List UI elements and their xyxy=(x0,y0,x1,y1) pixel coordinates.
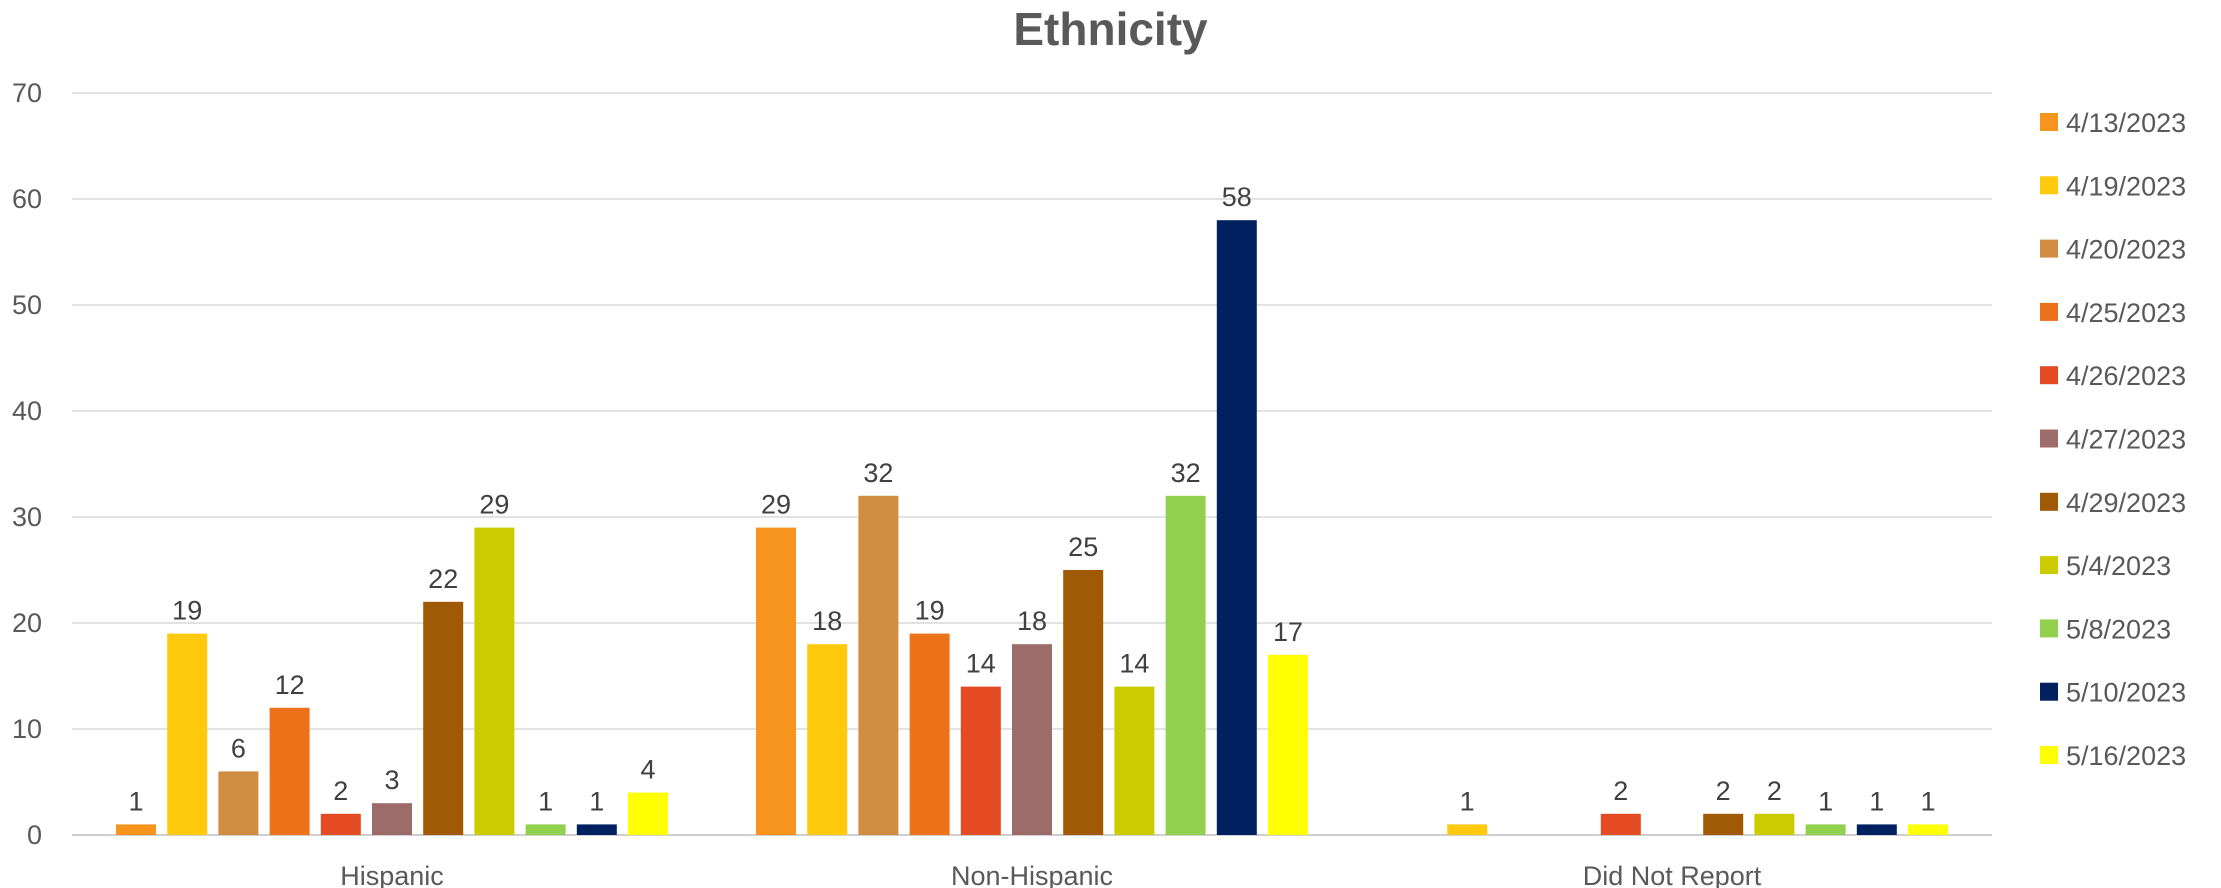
bar xyxy=(1908,824,1948,835)
bar xyxy=(576,824,617,835)
legend-label: 4/19/2023 xyxy=(2066,171,2186,201)
data-label: 1 xyxy=(128,786,143,816)
data-label: 18 xyxy=(812,606,842,636)
legend-label: 5/16/2023 xyxy=(2066,741,2186,771)
bar xyxy=(1805,824,1846,835)
bar xyxy=(1447,824,1488,835)
data-label: 19 xyxy=(915,596,945,626)
legend-label: 5/8/2023 xyxy=(2066,614,2171,644)
legend-label: 5/4/2023 xyxy=(2066,551,2171,581)
bar xyxy=(1012,644,1052,835)
legend-swatch xyxy=(2040,302,2058,321)
data-label: 1 xyxy=(1920,786,1935,816)
data-label: 1 xyxy=(1818,786,1833,816)
data-label: 29 xyxy=(761,490,791,520)
legend-swatch xyxy=(2040,113,2058,131)
legend-label: 5/10/2023 xyxy=(2066,678,2186,708)
legend-swatch xyxy=(2040,366,2058,385)
bar xyxy=(525,824,566,835)
legend-swatch xyxy=(2040,556,2058,575)
bar xyxy=(1216,220,1257,835)
legend-swatch xyxy=(2040,682,2058,701)
chart-title: Ethnicity xyxy=(1013,3,1208,55)
bar xyxy=(167,633,208,835)
data-label: 29 xyxy=(479,490,509,520)
x-category-label: Did Not Report xyxy=(1583,861,1762,888)
y-tick-label: 10 xyxy=(12,714,42,744)
data-label: 1 xyxy=(1869,786,1884,816)
bar xyxy=(474,527,515,835)
data-label: 4 xyxy=(640,755,655,785)
data-label: 18 xyxy=(1017,606,1047,636)
y-tick-label: 70 xyxy=(12,78,42,108)
data-label: 2 xyxy=(1613,776,1628,806)
bar xyxy=(1754,813,1795,835)
data-label: 12 xyxy=(275,670,305,700)
bar xyxy=(960,686,1001,835)
legend-label: 4/13/2023 xyxy=(2066,108,2186,138)
bar xyxy=(218,771,259,835)
data-label: 22 xyxy=(428,564,458,594)
data-label: 2 xyxy=(1767,776,1782,806)
bar xyxy=(116,824,156,835)
bar xyxy=(1703,813,1744,835)
data-label: 1 xyxy=(589,786,604,816)
data-label: 17 xyxy=(1273,617,1303,647)
legend-swatch xyxy=(2040,239,2058,258)
y-tick-label: 50 xyxy=(12,290,42,320)
bar xyxy=(1063,570,1104,835)
data-label: 6 xyxy=(231,733,246,763)
legend-label: 4/27/2023 xyxy=(2066,425,2186,455)
y-tick-label: 60 xyxy=(12,184,42,214)
bar xyxy=(1114,686,1155,835)
data-label: 14 xyxy=(966,649,996,679)
legend-swatch xyxy=(2040,619,2058,638)
bar xyxy=(909,633,950,835)
legend-swatch xyxy=(2040,176,2058,195)
data-label: 25 xyxy=(1068,532,1098,562)
data-label: 2 xyxy=(333,776,348,806)
data-label: 19 xyxy=(172,596,202,626)
data-label: 3 xyxy=(384,765,399,795)
data-label: 1 xyxy=(538,786,553,816)
bar xyxy=(269,707,310,835)
x-category-label: Hispanic xyxy=(340,861,444,888)
legend-swatch xyxy=(2040,746,2058,764)
bar xyxy=(1165,495,1206,835)
legend-swatch xyxy=(2040,429,2058,448)
bar xyxy=(1856,824,1897,835)
y-tick-label: 0 xyxy=(27,820,42,850)
bar xyxy=(858,495,899,835)
x-category-label: Non-Hispanic xyxy=(951,861,1113,888)
legend-label: 4/25/2023 xyxy=(2066,298,2186,328)
data-label: 2 xyxy=(1716,776,1731,806)
y-tick-label: 40 xyxy=(12,396,42,426)
legend-label: 4/26/2023 xyxy=(2066,361,2186,391)
bar xyxy=(1600,813,1641,835)
bar xyxy=(320,813,361,835)
bar xyxy=(628,792,668,835)
data-label: 14 xyxy=(1119,649,1149,679)
legend-swatch xyxy=(2040,492,2058,511)
data-label: 32 xyxy=(1171,458,1201,488)
bar xyxy=(423,601,464,835)
bar xyxy=(372,803,412,835)
legend-label: 4/20/2023 xyxy=(2066,235,2186,265)
bar xyxy=(1268,654,1308,835)
y-tick-label: 20 xyxy=(12,608,42,638)
data-label: 32 xyxy=(863,458,893,488)
data-label: 58 xyxy=(1222,182,1252,212)
data-label: 1 xyxy=(1460,786,1475,816)
y-tick-label: 30 xyxy=(12,502,42,532)
legend-label: 4/29/2023 xyxy=(2066,488,2186,518)
bar xyxy=(807,644,848,835)
bar xyxy=(756,527,796,835)
